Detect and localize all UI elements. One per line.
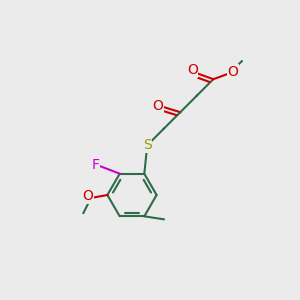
Text: F: F (92, 158, 100, 172)
Text: S: S (143, 138, 152, 152)
Text: O: O (82, 190, 93, 203)
Text: O: O (227, 65, 238, 79)
Text: O: O (152, 99, 163, 113)
Text: O: O (187, 63, 198, 77)
